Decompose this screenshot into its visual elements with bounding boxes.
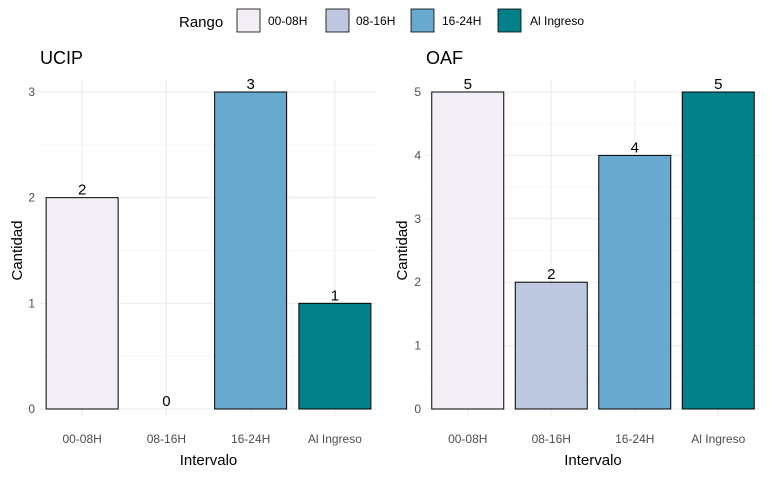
x-tick-label-al-ingreso: Al Ingreso	[308, 432, 362, 446]
legend-key-08-16h	[325, 8, 350, 33]
legend-key-al-ingreso	[497, 8, 522, 33]
bar-value-label-al-ingreso: 5	[714, 76, 722, 93]
y-tick-label: 2	[414, 275, 421, 289]
legend-label-16-24h: 16-24H	[442, 14, 481, 28]
x-tick-label-00-08h: 00-08H	[62, 432, 101, 446]
bar-value-label-00-08h: 2	[78, 182, 86, 199]
x-tick-label-00-08h: 00-08H	[448, 432, 487, 446]
x-tick-label-08-16h: 08-16H	[147, 432, 186, 446]
x-tick-label-16-24h: 16-24H	[231, 432, 270, 446]
x-tick-label-16-24h: 16-24H	[615, 432, 654, 446]
bar-value-label-00-08h: 5	[464, 76, 472, 93]
y-axis-title: Cantidad	[9, 220, 26, 280]
legend-key-16-24h	[410, 8, 435, 33]
y-axis-title: Cantidad	[394, 220, 411, 280]
bar-value-label-08-16h: 2	[547, 266, 555, 283]
bar-16-24h	[598, 154, 672, 410]
legend-key-00-08h	[236, 8, 261, 33]
legend-label-08-16h: 08-16H	[356, 14, 395, 28]
y-tick-label: 3	[28, 85, 35, 99]
y-tick-label: 3	[414, 212, 421, 226]
x-tick-label-08-16h: 08-16H	[532, 432, 571, 446]
bar-00-08h	[431, 91, 505, 410]
bar-al-ingreso	[298, 302, 372, 410]
bar-value-label-16-24h: 3	[246, 76, 254, 93]
panel-title: OAF	[426, 48, 463, 68]
y-tick-label: 0	[414, 402, 421, 416]
bar-value-label-al-ingreso: 1	[331, 287, 339, 304]
y-tick-label: 1	[28, 296, 35, 310]
bar-00-08h	[45, 197, 119, 410]
legend-label-al-ingreso: Al Ingreso	[530, 14, 584, 28]
x-tick-label-al-ingreso: Al Ingreso	[691, 432, 745, 446]
panel-title: UCIP	[40, 48, 83, 68]
x-axis-title: Intervalo	[564, 452, 622, 469]
bar-08-16h	[514, 281, 588, 410]
y-tick-label: 2	[28, 191, 35, 205]
y-tick-label: 0	[28, 402, 35, 416]
bar-value-label-16-24h: 4	[631, 139, 639, 156]
legend-title: Rango	[179, 14, 223, 31]
y-tick-label: 1	[414, 339, 421, 353]
bar-al-ingreso	[681, 91, 755, 410]
legend-label-00-08h: 00-08H	[268, 14, 307, 28]
legend: Rango 00-08H 08-16H 16-24H Al Ingreso	[179, 8, 584, 33]
y-tick-label: 4	[414, 148, 421, 162]
chart-panel-ucip: 2 00-08H 0 08-16H 3 16-24H 1 Al Ingreso 0 1 2 3 UCIP…	[9, 48, 377, 469]
bar-16-24h	[214, 91, 288, 410]
y-tick-label: 5	[414, 85, 421, 99]
x-axis-title: Intervalo	[180, 452, 238, 469]
bar-value-label-08-16h: 0	[162, 393, 170, 410]
